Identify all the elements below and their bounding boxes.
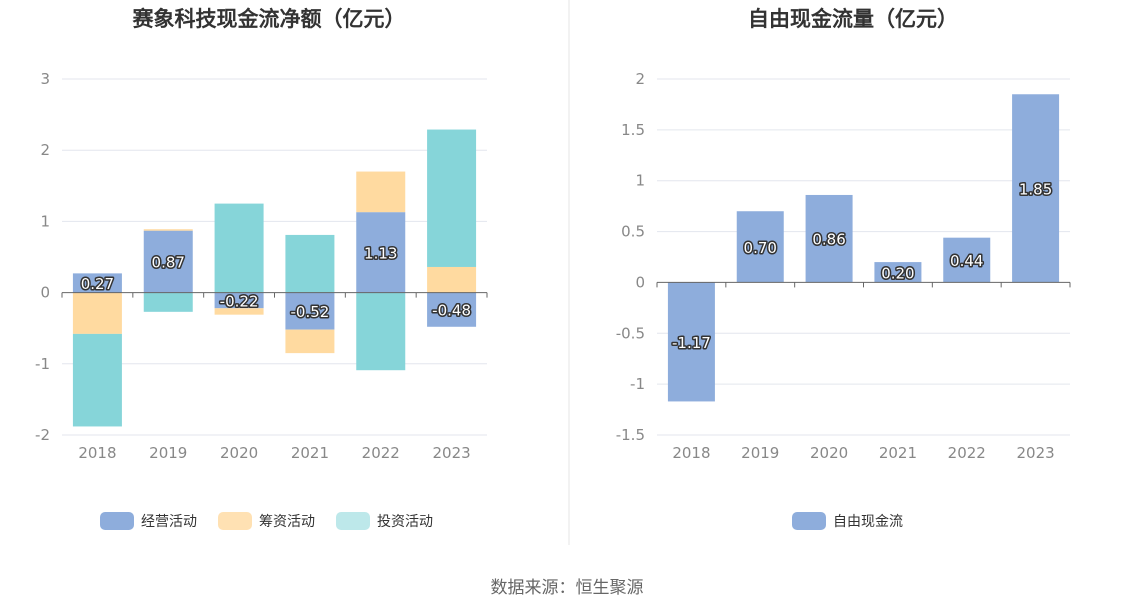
data-label: -0.22 — [220, 292, 259, 310]
bar[interactable] — [356, 212, 406, 293]
legend[interactable]: 自由现金流 — [792, 512, 903, 530]
x-tick-label: 2019 — [149, 444, 187, 462]
bar[interactable] — [72, 273, 122, 293]
grid — [62, 78, 487, 436]
y-tick-label: 3 — [40, 70, 50, 88]
legend-label: 经营活动 — [141, 514, 197, 530]
x-tick-label: 2018 — [672, 444, 710, 462]
y-tick-label: 2 — [40, 141, 50, 159]
bar[interactable] — [1012, 94, 1060, 283]
x-tick-label: 2023 — [1016, 444, 1054, 462]
y-tick-label: 1 — [635, 172, 645, 190]
y-tick-label: 0 — [635, 273, 645, 291]
bar[interactable] — [143, 230, 193, 293]
y-tick-label: -1 — [35, 355, 50, 373]
x-tick-label: 2021 — [291, 444, 329, 462]
bar[interactable] — [356, 292, 406, 371]
data-label: 1.85 — [1019, 180, 1052, 198]
bars — [72, 129, 477, 427]
data-label: 0.27 — [81, 275, 114, 293]
data-labels: -1.17 0.70 0.86 0.20 0.44 1.85 — [671, 179, 1054, 354]
x-tick-label: 2020 — [810, 444, 848, 462]
legend-swatch — [792, 512, 826, 530]
bars — [667, 94, 1060, 402]
bar[interactable] — [667, 282, 715, 402]
y-tick-label: -1.5 — [616, 426, 645, 444]
bar[interactable] — [285, 329, 335, 354]
x-tick-label: 2020 — [220, 444, 258, 462]
x-tick-label: 2023 — [432, 444, 470, 462]
data-label: -1.17 — [672, 334, 711, 352]
y-tick-label: 2 — [635, 70, 645, 88]
x-tick-label: 2022 — [362, 444, 400, 462]
y-tick-label: 1.5 — [621, 121, 645, 139]
data-label: 1.13 — [364, 244, 397, 262]
data-label: 0.86 — [812, 231, 845, 249]
y-tick-label: 0 — [40, 284, 50, 302]
bar[interactable] — [72, 333, 122, 427]
legend-label: 投资活动 — [377, 514, 433, 530]
legend-item[interactable]: 经营活动 — [100, 512, 197, 530]
axes: -2 -1 0 1 2 3 2018 2019 2020 2021 2022 2023 — [35, 70, 488, 462]
bar[interactable] — [427, 292, 477, 327]
y-tick-label: 1 — [40, 212, 50, 230]
y-tick-label: -1 — [630, 375, 645, 393]
legend-swatch — [100, 512, 134, 530]
bar[interactable] — [874, 262, 922, 283]
data-label: 0.44 — [950, 252, 983, 270]
bar[interactable] — [285, 234, 335, 293]
legend-item[interactable]: 筹资活动 — [218, 512, 315, 530]
bar[interactable] — [214, 308, 264, 315]
y-tick-label: -0.5 — [616, 324, 645, 342]
data-label: 0.20 — [881, 264, 914, 282]
data-label: -0.48 — [432, 302, 471, 320]
bar[interactable] — [214, 203, 264, 293]
data-label: -0.52 — [291, 303, 330, 321]
bar[interactable] — [736, 211, 784, 283]
bar[interactable] — [427, 266, 477, 293]
x-tick-label: 2022 — [948, 444, 986, 462]
bar[interactable] — [943, 237, 991, 283]
net-cash-flow-chart: 赛象科技现金流净额（亿元） -2 -1 0 1 2 3 2018 2019 2020 2021 20… — [35, 7, 488, 530]
y-tick-label: -2 — [35, 426, 50, 444]
legend-label: 自由现金流 — [833, 514, 903, 530]
grid — [657, 78, 1070, 436]
bar[interactable] — [72, 292, 122, 334]
x-tick-label: 2019 — [741, 444, 779, 462]
bar[interactable] — [285, 292, 335, 330]
bar[interactable] — [143, 229, 193, 231]
chart-title: 自由现金流量（亿元） — [748, 7, 958, 31]
legend-item[interactable]: 投资活动 — [336, 512, 433, 530]
legend-label: 筹资活动 — [259, 513, 315, 530]
data-label: 0.70 — [744, 239, 777, 257]
bar[interactable] — [427, 129, 477, 267]
data-label: 0.87 — [152, 254, 185, 272]
legend-item[interactable]: 自由现金流 — [792, 512, 903, 530]
x-tick-label: 2021 — [879, 444, 917, 462]
x-tick-label: 2018 — [78, 444, 116, 462]
free-cash-flow-chart: 自由现金流量（亿元） -1.5 -1 -0.5 0 0.5 1 1.5 2 2018 2019 20… — [616, 7, 1071, 530]
legend-swatch — [336, 512, 370, 530]
chart-title: 赛象科技现金流净额（亿元） — [132, 7, 406, 31]
legend-swatch — [218, 512, 252, 530]
bar[interactable] — [805, 194, 853, 283]
bar[interactable] — [356, 171, 406, 213]
bar[interactable] — [143, 292, 193, 312]
data-labels: 0.27 0.87 -0.22 -0.52 1.13 -0.48 — [79, 243, 472, 323]
data-source: 数据来源：恒生聚源 — [491, 578, 644, 598]
legend[interactable]: 经营活动 筹资活动 投资活动 — [100, 512, 433, 530]
axes: -1.5 -1 -0.5 0 0.5 1 1.5 2 2018 2019 2020 2021 2022 2… — [616, 70, 1071, 462]
bar[interactable] — [214, 292, 264, 309]
y-tick-label: 0.5 — [621, 223, 645, 241]
